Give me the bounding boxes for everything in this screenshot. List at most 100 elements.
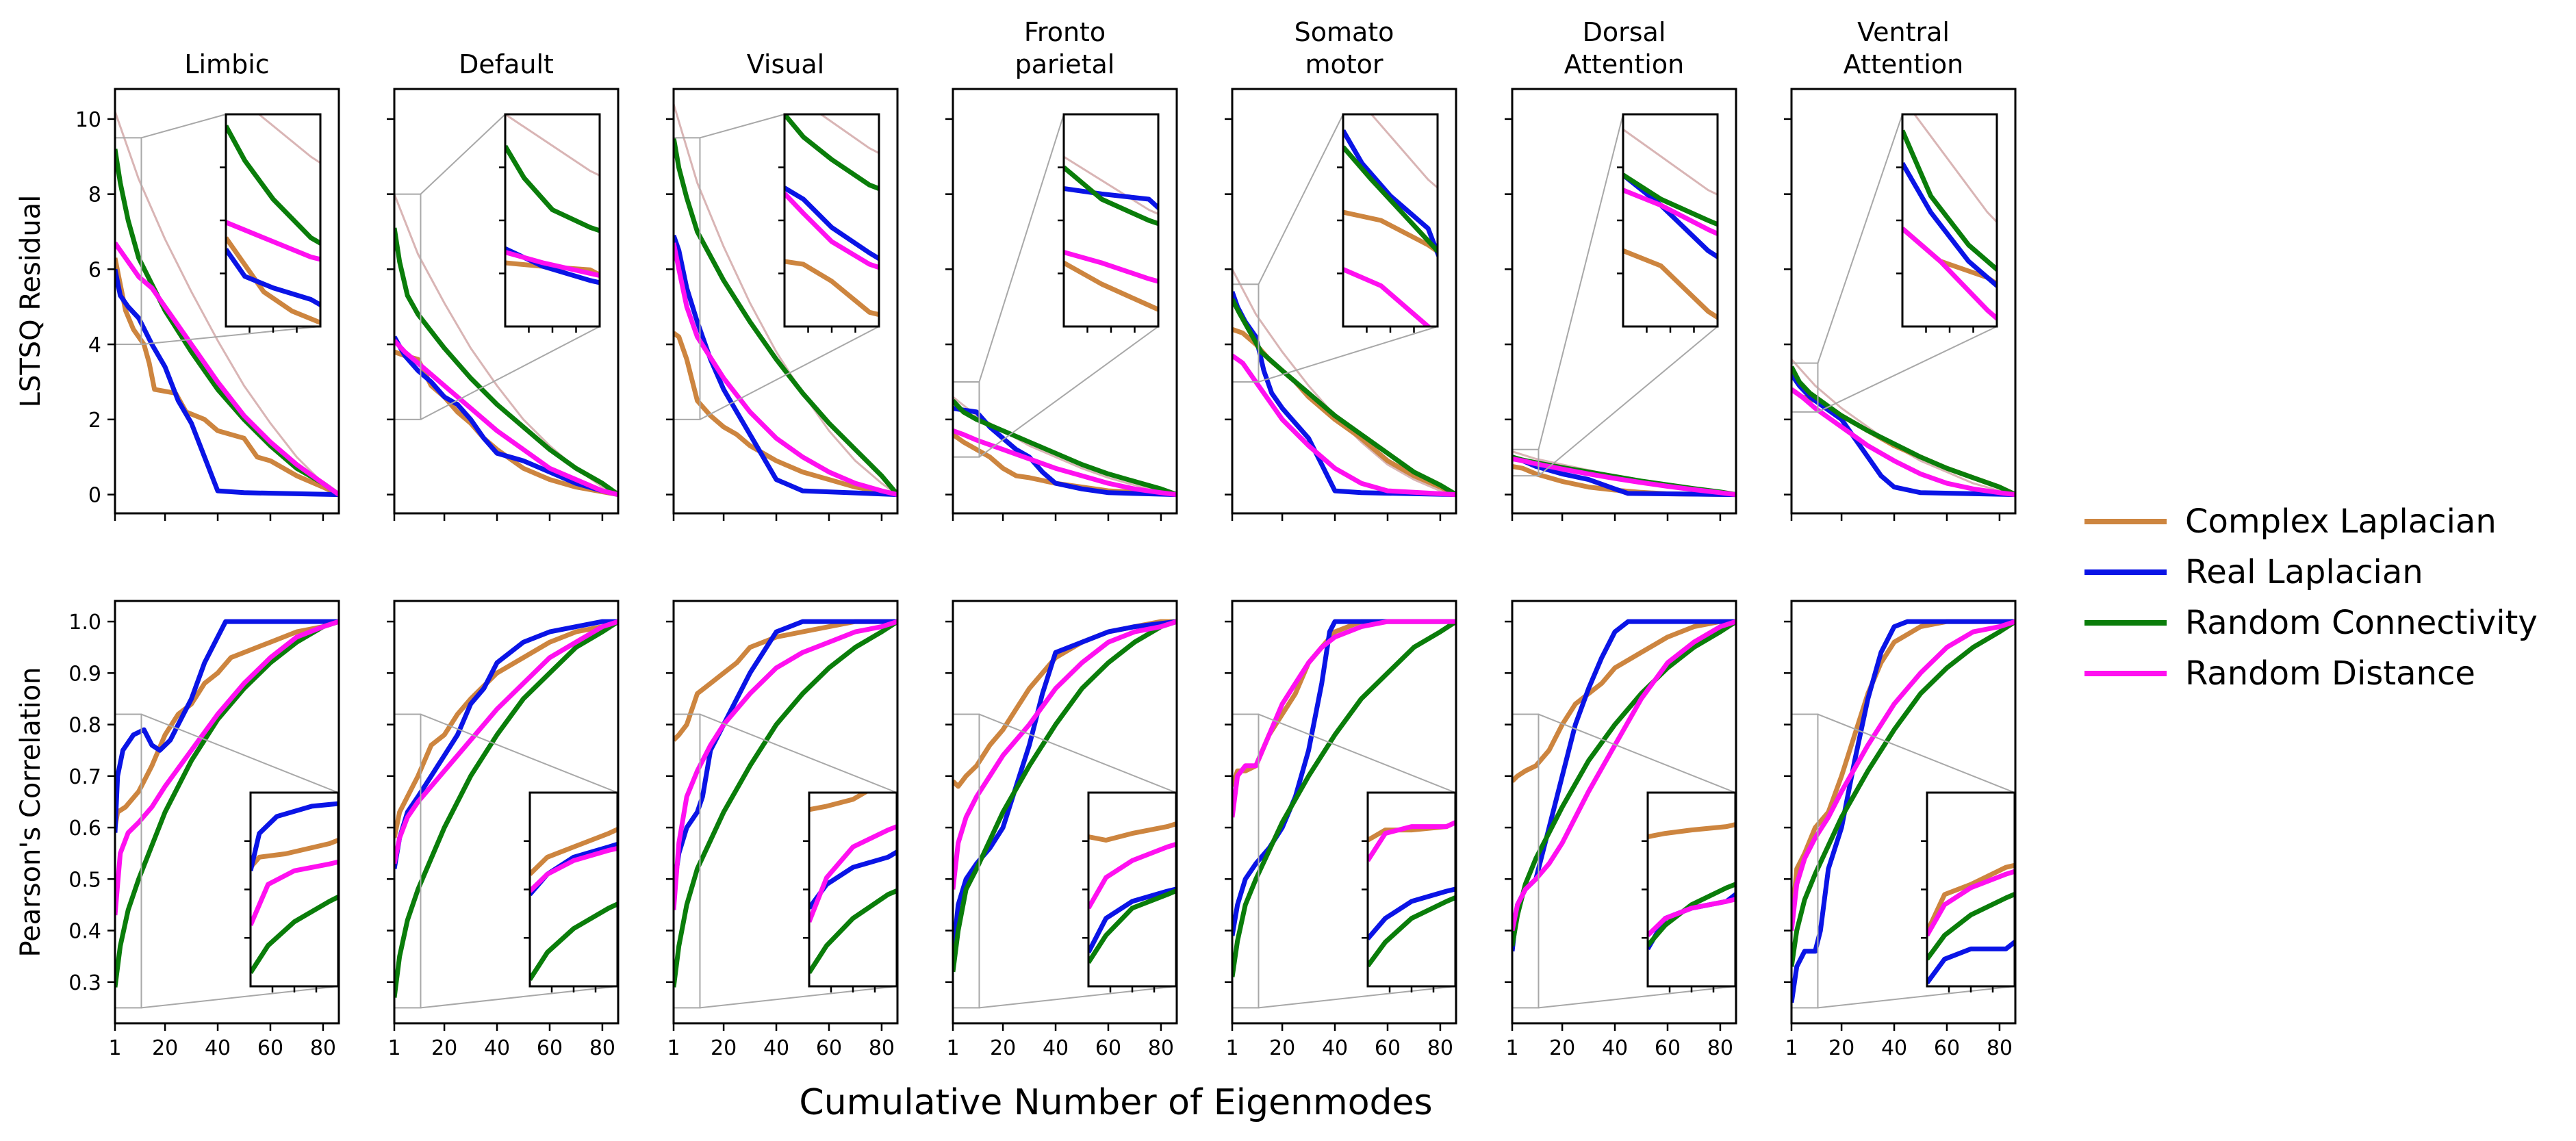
panel-title: Visual [747,49,824,79]
inset-series-rand-dist [251,859,338,926]
legend-entry-real-laplacian: Real Laplacian [2084,553,2423,591]
panel-title: Somato [1295,17,1394,47]
inset-series-complex [1927,862,2015,934]
x-tick-label: 80 [1427,1036,1453,1060]
y-tick-label: 0.6 [68,817,101,841]
panel-title: Attention [1564,49,1684,79]
zoom-connector [1258,986,1456,1009]
panel-limbic-residual: Limbic 0 2 4 6 8 10 [75,49,340,521]
inset-series-complex [1064,260,1158,313]
plot-area [394,619,618,998]
x-tick-label: 1 [108,1036,121,1060]
inset-series-rand-dist [1927,869,2015,937]
panel-title: Limbic [184,49,269,79]
x-tick-label: 40 [1322,1036,1348,1060]
zoom-connector [420,713,618,793]
series-rand-conn [953,619,1177,973]
inset-series-complex [226,236,320,326]
zoom-connector [700,326,880,420]
plot-area [953,396,1177,498]
legend-entry-complex-laplacian: Complex Laplacian [2084,502,2497,541]
legend-label: Random Connectivity [2185,604,2538,642]
x-tick-label: 80 [1148,1036,1174,1060]
inset-series-reference [505,114,600,177]
zoom-connector [979,713,1177,793]
x-tick-label: 20 [711,1036,737,1060]
x-tick-label: 40 [1881,1036,1907,1060]
series-rand-conn [1791,366,2015,497]
zoom-inset [1082,791,1177,992]
series-complex [1512,619,1736,783]
plot-area [953,619,1177,973]
panel-title: Ventral [1857,17,1950,47]
x-axis-label: Cumulative Number of Eigenmodes [799,1082,1432,1123]
inset-series-rand-conn [251,894,338,974]
row-2: Pearson's Correlation 1 20 40 60 80 0.3 0.4 0.5 0… [15,600,2017,1060]
axes-frame [114,88,340,515]
panel-visual-residual: Visual [666,49,899,521]
x-tick-label: 60 [816,1036,842,1060]
inset-series-real [505,246,600,285]
series-rand-conn [394,227,618,497]
zoom-connector [1818,986,2015,1009]
zoom-inset [803,791,898,992]
inset-series-complex [1088,821,1176,843]
series-rand-conn [1232,298,1456,497]
inset-series-real [809,849,897,910]
inset-series-rand-dist [1343,267,1432,326]
series-rand-dist [1512,456,1736,498]
y-tick-label: 0.5 [68,868,101,892]
x-tick-label: 80 [589,1036,615,1060]
zoom-connector [700,114,785,139]
inset-series-rand-conn [785,114,879,192]
axes-frame [1790,88,2017,515]
y-tick-label: 4 [88,333,101,357]
x-tick-label: 1 [1225,1036,1238,1060]
zoom-inset [499,113,601,333]
panel-default-correlation: 1 20 40 60 80 [387,600,620,1060]
y-tick-label: 0.7 [68,765,101,789]
inset-series-rand-dist [505,250,600,279]
zoom-connector [1538,114,1624,450]
series-complex [394,619,618,838]
inset-series-rand-conn [530,901,617,981]
x-tick-label: 80 [1987,1036,2013,1060]
inset-series-rand-dist [1368,819,1455,862]
y-axis-label: Pearson's Correlation [15,667,47,957]
series-rand-dist [115,241,339,497]
legend-label: Random Distance [2185,654,2475,693]
y-axis-label: LSTSQ Residual [15,195,47,408]
x-tick-label: 40 [1602,1036,1628,1060]
inset-series-rand-dist [809,823,897,923]
y-tick-label: 0.3 [68,971,101,995]
x-tick-label: 20 [1549,1036,1575,1060]
x-tick-label: 40 [1043,1036,1069,1060]
inset-series-real [1623,172,1718,260]
series-reference [1791,358,2015,496]
series-real [953,405,1177,498]
zoom-connector [1818,326,1998,413]
x-tick-label: 20 [152,1036,178,1060]
y-tick-label: 6 [88,258,101,282]
series-rand-dist [1512,619,1736,932]
panel-title: motor [1305,49,1383,79]
series-rand-conn [953,399,1177,497]
legend-label: Complex Laplacian [2185,502,2497,541]
zoom-connector [700,713,897,793]
zoom-connector [1258,713,1456,793]
axes-frame [393,88,620,515]
inset-series-rand-conn [1088,888,1176,964]
panel-grid: LSTSQ Residual Limbic 0 2 4 6 8 10 Default Visual… [15,17,2017,1060]
plot-area [1232,268,1456,498]
zoom-connector [1258,326,1438,383]
axes-frame [1231,88,1457,515]
zoom-inset [220,113,322,333]
inset-series-real [226,248,320,308]
axes-frame [1511,88,1737,515]
plot-area [1512,450,1736,498]
inset-series-rand-conn [505,144,600,233]
y-tick-label: 8 [88,183,101,207]
x-tick-label: 60 [1655,1036,1681,1060]
